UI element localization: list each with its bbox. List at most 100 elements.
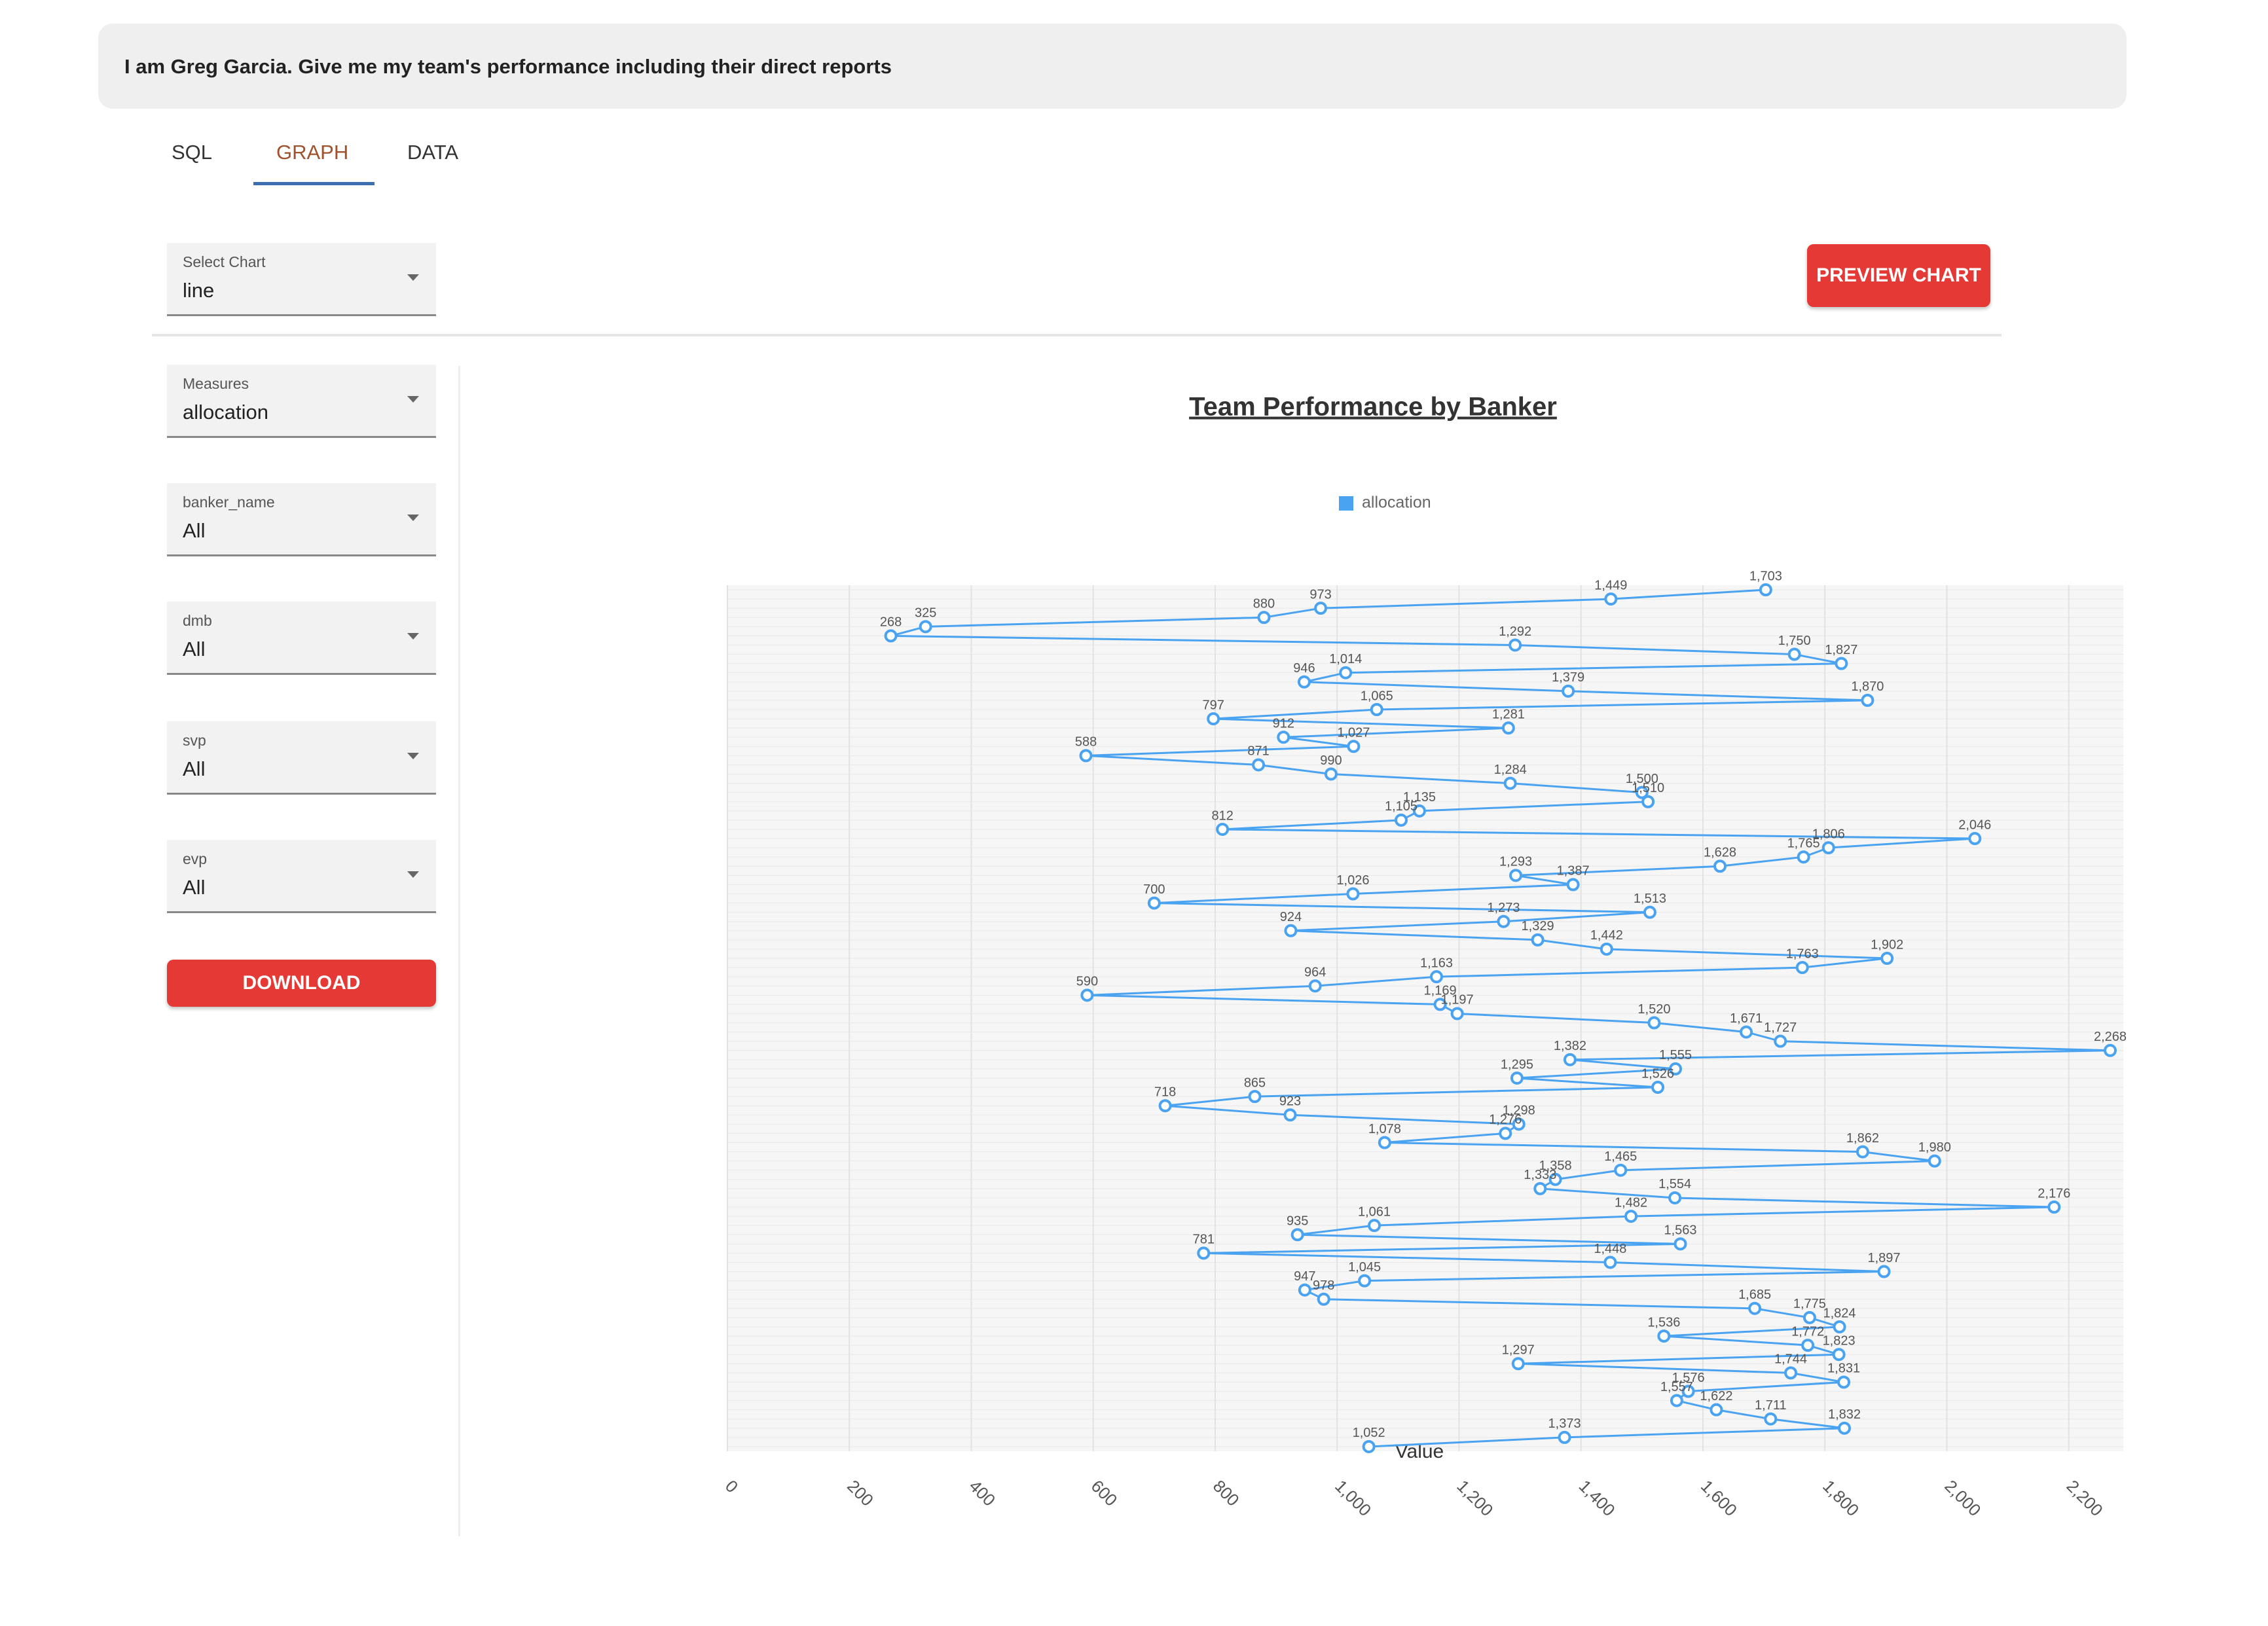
data-point <box>1837 1375 1851 1389</box>
data-label: 1,387 <box>1557 864 1590 878</box>
filter-select[interactable]: svp All <box>167 721 436 795</box>
data-label: 797 <box>1202 698 1224 712</box>
data-point <box>1558 1430 1571 1444</box>
data-point <box>1856 1145 1869 1159</box>
filter-value: All <box>183 638 206 660</box>
filter-value: All <box>183 757 206 780</box>
data-point <box>1497 914 1510 928</box>
chart-select[interactable]: Select Chart line <box>167 243 436 316</box>
legend-swatch <box>1339 496 1353 511</box>
data-point <box>1512 1117 1526 1131</box>
data-label: 871 <box>1247 744 1269 759</box>
x-tick-label: 400 <box>965 1476 999 1510</box>
tab[interactable]: SQL <box>172 141 213 164</box>
data-label: 1,298 <box>1503 1104 1535 1118</box>
data-point <box>1795 961 1809 975</box>
data-label: 1,897 <box>1867 1251 1900 1265</box>
data-label: 1,772 <box>1791 1324 1824 1339</box>
filter-select[interactable]: Measures allocation <box>167 365 436 438</box>
data-point <box>1657 1329 1671 1343</box>
data-point <box>1713 859 1727 873</box>
tab[interactable]: DATA <box>407 141 459 164</box>
data-label: 1,902 <box>1871 937 1903 952</box>
data-label: 1,014 <box>1329 652 1362 666</box>
data-label: 1,513 <box>1634 892 1666 906</box>
filter-select[interactable]: dmb All <box>167 602 436 675</box>
filter-value: All <box>183 876 206 899</box>
data-point <box>1774 1034 1787 1048</box>
legend-label: allocation <box>1362 494 1431 512</box>
data-point <box>1563 1053 1577 1066</box>
data-point <box>1430 970 1444 984</box>
x-tick-label: 2,000 <box>1941 1476 1985 1520</box>
query-text: I am Greg Garcia. Give me my team's perf… <box>124 55 892 78</box>
data-point <box>1833 1320 1846 1333</box>
data-point <box>1346 887 1360 901</box>
data-label: 1,576 <box>1672 1371 1705 1385</box>
data-point <box>1837 1421 1851 1435</box>
data-label: 2,046 <box>1958 818 1991 832</box>
dropdown-arrow <box>407 515 419 521</box>
data-point <box>1433 998 1447 1011</box>
filter-label: Measures <box>183 375 249 392</box>
x-tick-label: 200 <box>843 1476 877 1510</box>
data-label: 1,026 <box>1336 873 1369 888</box>
data-point <box>1651 1081 1665 1094</box>
data-label: 923 <box>1279 1094 1301 1109</box>
data-point <box>1797 850 1810 864</box>
data-label: 1,281 <box>1492 707 1525 721</box>
data-point <box>1748 1301 1762 1315</box>
data-label: 1,862 <box>1846 1131 1879 1146</box>
data-label: 1,382 <box>1554 1039 1586 1053</box>
filter-label: svp <box>183 732 206 749</box>
data-point <box>1257 611 1271 624</box>
filter-select[interactable]: evp All <box>167 840 436 913</box>
x-tick-label: 2,200 <box>2063 1476 2107 1520</box>
data-point <box>1801 1339 1815 1352</box>
data-label: 1,052 <box>1353 1426 1385 1440</box>
data-point <box>1510 1071 1524 1085</box>
data-point <box>1604 592 1618 606</box>
data-point <box>1394 813 1408 827</box>
data-point <box>1877 1265 1891 1278</box>
data-label: 2,268 <box>2094 1030 2127 1044</box>
data-label: 2,176 <box>2038 1186 2070 1201</box>
data-label: 973 <box>1309 587 1331 602</box>
data-point <box>919 620 932 634</box>
data-point <box>1501 721 1515 735</box>
data-point <box>1614 1163 1628 1177</box>
data-label: 1,065 <box>1361 689 1393 703</box>
data-label: 880 <box>1253 597 1275 611</box>
data-point <box>1624 1210 1638 1223</box>
data-label: 1,373 <box>1548 1417 1581 1431</box>
data-label: 1,557 <box>1660 1380 1693 1394</box>
data-point <box>1670 1394 1683 1407</box>
data-point <box>1835 657 1848 670</box>
data-point <box>1511 1357 1525 1371</box>
data-label: 1,333 <box>1524 1168 1556 1182</box>
data-point <box>1832 1348 1846 1362</box>
data-point <box>1248 1090 1262 1104</box>
data-label: 700 <box>1143 882 1165 897</box>
data-label: 1,284 <box>1494 763 1527 777</box>
data-label: 1,685 <box>1738 1288 1771 1302</box>
data-point <box>1079 749 1093 763</box>
data-point <box>1509 869 1523 882</box>
data-label: 1,824 <box>1823 1306 1856 1320</box>
data-label: 588 <box>1075 735 1097 750</box>
download-button[interactable]: DOWNLOAD <box>167 960 436 1007</box>
data-label: 1,442 <box>1590 928 1623 943</box>
data-point <box>1284 924 1298 937</box>
data-label: 1,622 <box>1700 1389 1732 1403</box>
data-point <box>1668 1191 1682 1204</box>
dropdown-arrow <box>407 396 419 403</box>
filter-select[interactable]: banker_name All <box>167 483 436 556</box>
separator <box>152 334 2002 336</box>
data-label: 1,105 <box>1385 799 1418 814</box>
preview-button[interactable]: PREVIEW CHART <box>1807 244 1990 307</box>
data-point <box>1643 905 1656 919</box>
data-label: 1,482 <box>1615 1195 1647 1210</box>
tab[interactable]: GRAPH <box>276 141 349 164</box>
